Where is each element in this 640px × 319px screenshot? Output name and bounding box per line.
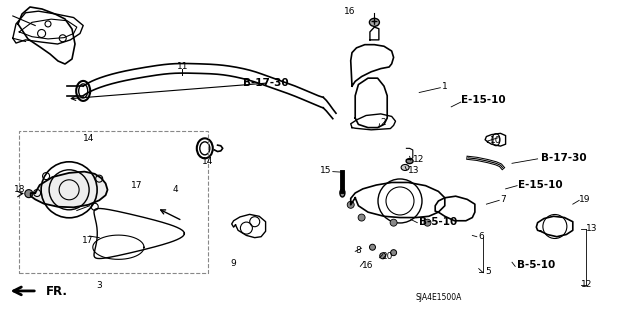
Text: B-5-10: B-5-10 bbox=[517, 260, 556, 271]
Text: 9: 9 bbox=[231, 259, 236, 268]
Circle shape bbox=[369, 244, 376, 250]
Ellipse shape bbox=[369, 18, 380, 26]
Text: 19: 19 bbox=[579, 195, 591, 204]
Text: B-5-10: B-5-10 bbox=[419, 217, 458, 227]
Text: 14: 14 bbox=[83, 134, 94, 143]
Text: 13: 13 bbox=[408, 166, 420, 175]
Text: 17: 17 bbox=[131, 181, 143, 189]
Circle shape bbox=[380, 253, 386, 259]
Text: 17: 17 bbox=[82, 236, 93, 245]
Circle shape bbox=[348, 201, 354, 208]
Text: FR.: FR. bbox=[46, 286, 68, 298]
Text: 6: 6 bbox=[479, 232, 484, 241]
Text: 12: 12 bbox=[413, 155, 424, 164]
Circle shape bbox=[390, 219, 397, 226]
Ellipse shape bbox=[401, 165, 409, 170]
Text: 16: 16 bbox=[344, 7, 356, 16]
Text: B-17-30: B-17-30 bbox=[541, 153, 586, 163]
Text: 15: 15 bbox=[320, 166, 332, 175]
Ellipse shape bbox=[200, 142, 210, 155]
Text: B-17-30: B-17-30 bbox=[243, 78, 289, 88]
Ellipse shape bbox=[79, 84, 88, 98]
Text: 18: 18 bbox=[14, 185, 26, 194]
Text: E-15-10: E-15-10 bbox=[461, 95, 506, 106]
Text: 20: 20 bbox=[381, 252, 393, 261]
Text: E-15-10: E-15-10 bbox=[518, 180, 563, 190]
Text: 16: 16 bbox=[362, 261, 374, 270]
Ellipse shape bbox=[406, 159, 413, 164]
Text: 7: 7 bbox=[500, 195, 506, 204]
Text: 12: 12 bbox=[581, 280, 593, 289]
Circle shape bbox=[25, 189, 33, 198]
Ellipse shape bbox=[340, 189, 345, 197]
Text: 1: 1 bbox=[442, 82, 447, 91]
Text: 11: 11 bbox=[177, 63, 188, 71]
Text: 4: 4 bbox=[173, 185, 179, 194]
Text: SJA4E1500A: SJA4E1500A bbox=[415, 293, 461, 302]
Circle shape bbox=[358, 214, 365, 221]
Text: 3: 3 bbox=[97, 281, 102, 290]
Text: 2: 2 bbox=[381, 118, 387, 127]
Circle shape bbox=[390, 250, 397, 256]
Text: 5: 5 bbox=[485, 267, 491, 276]
Circle shape bbox=[424, 219, 431, 226]
Text: 10: 10 bbox=[490, 136, 501, 145]
Text: 8: 8 bbox=[356, 246, 362, 255]
Bar bbox=[19, 131, 208, 273]
Polygon shape bbox=[31, 172, 108, 207]
Text: 14: 14 bbox=[202, 157, 214, 166]
Text: 13: 13 bbox=[586, 224, 597, 233]
